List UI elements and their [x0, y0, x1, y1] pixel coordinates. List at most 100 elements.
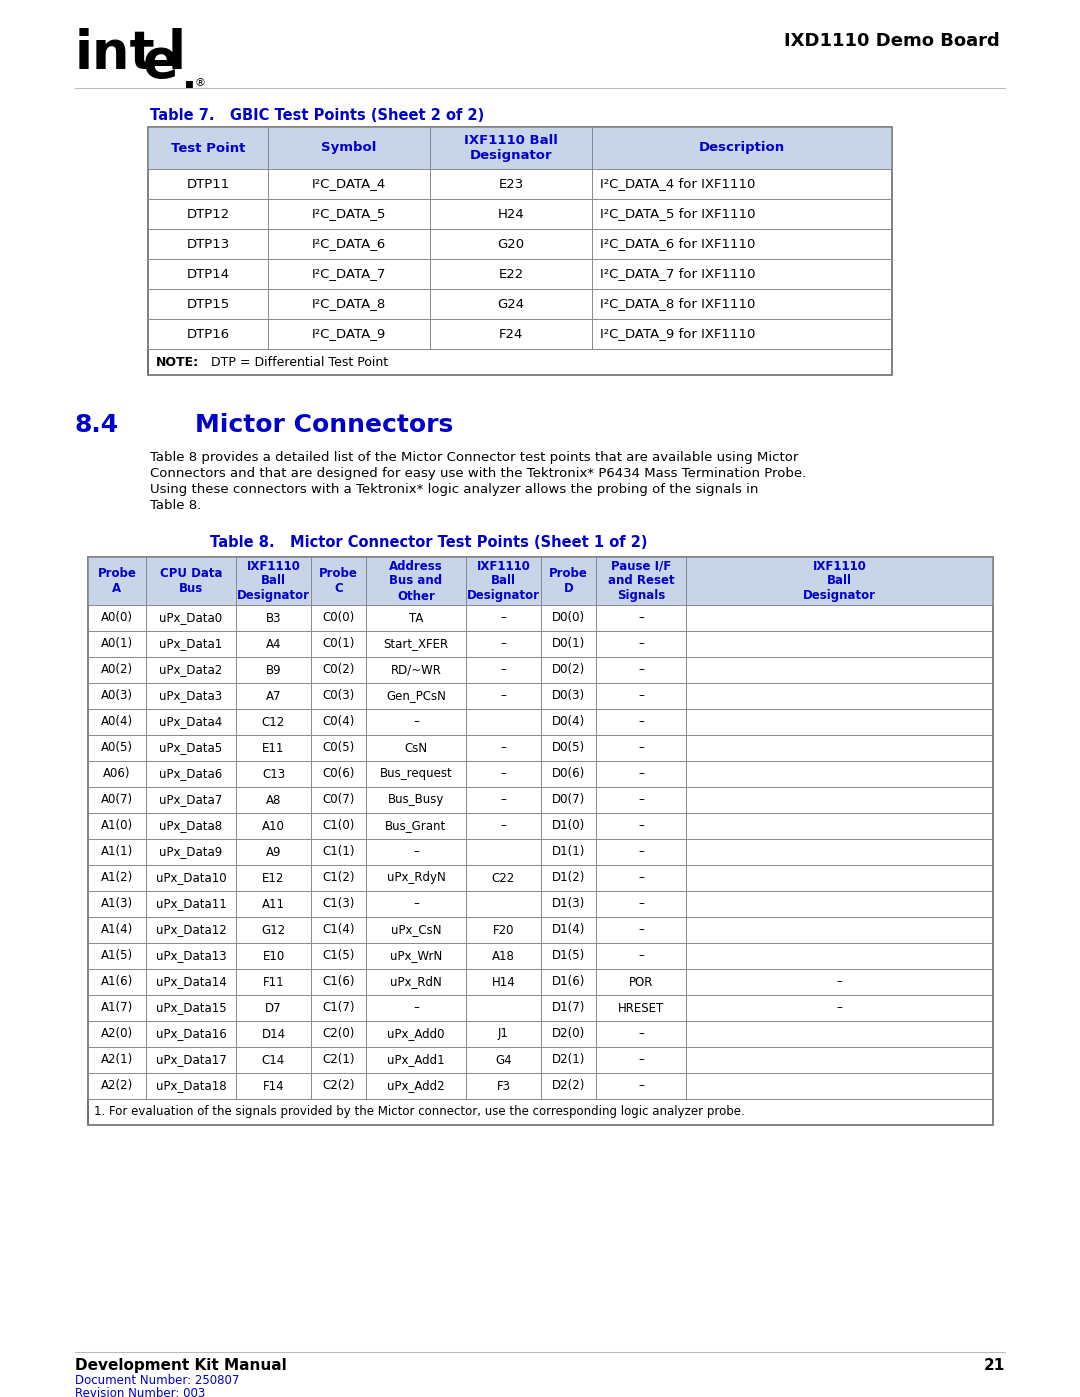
Text: C1(0): C1(0): [322, 820, 354, 833]
Text: I²C_DATA_9 for IXF1110: I²C_DATA_9 for IXF1110: [600, 327, 755, 341]
Text: –: –: [413, 897, 419, 911]
Text: D0(3): D0(3): [552, 690, 585, 703]
Text: uPx_WrN: uPx_WrN: [390, 950, 442, 963]
Text: D1(5): D1(5): [552, 950, 585, 963]
Text: A1(0): A1(0): [100, 820, 133, 833]
Bar: [148, 127, 892, 169]
Text: uPx_Data11: uPx_Data11: [156, 897, 227, 911]
Text: D0(0): D0(0): [552, 612, 585, 624]
Text: D2(1): D2(1): [552, 1053, 585, 1066]
Text: uPx_Data7: uPx_Data7: [160, 793, 222, 806]
Text: IXF1110 Ball
Designator: IXF1110 Ball Designator: [464, 134, 558, 162]
Text: uPx_Data10: uPx_Data10: [156, 872, 227, 884]
Text: IXD1110 Demo Board: IXD1110 Demo Board: [784, 32, 1000, 50]
Text: DTP11: DTP11: [187, 177, 230, 190]
Text: A9: A9: [266, 845, 281, 859]
Text: DTP12: DTP12: [187, 208, 230, 221]
Text: –: –: [638, 872, 644, 884]
Text: Connectors and that are designed for easy use with the Tektronix* P6434 Mass Ter: Connectors and that are designed for eas…: [150, 467, 807, 481]
Text: A06): A06): [104, 767, 131, 781]
Text: NOTE:: NOTE:: [156, 355, 199, 369]
Text: C2(0): C2(0): [322, 1028, 354, 1041]
Text: –: –: [500, 742, 507, 754]
Text: A1(3): A1(3): [100, 897, 133, 911]
Text: uPx_Data1: uPx_Data1: [160, 637, 222, 651]
Text: uPx_Add2: uPx_Add2: [388, 1080, 445, 1092]
Text: int: int: [75, 28, 156, 80]
Text: A1(6): A1(6): [100, 975, 133, 989]
Text: uPx_Add0: uPx_Add0: [388, 1028, 445, 1041]
Text: CPU Data
Bus: CPU Data Bus: [160, 567, 222, 595]
Text: uPx_Data15: uPx_Data15: [156, 1002, 227, 1014]
Text: Bus_Busy: Bus_Busy: [388, 793, 444, 806]
Text: –: –: [638, 742, 644, 754]
Text: I²C_DATA_4 for IXF1110: I²C_DATA_4 for IXF1110: [600, 177, 755, 190]
Text: C14: C14: [261, 1053, 285, 1066]
Text: Pause I/F
and Reset
Signals: Pause I/F and Reset Signals: [608, 560, 674, 602]
Text: uPx_Data16: uPx_Data16: [156, 1028, 227, 1041]
Bar: [148, 127, 892, 374]
Text: DTP14: DTP14: [187, 267, 230, 281]
Text: Gen_PCsN: Gen_PCsN: [386, 690, 446, 703]
Text: uPx_Data18: uPx_Data18: [156, 1080, 227, 1092]
Text: I²C_DATA_7: I²C_DATA_7: [312, 267, 387, 281]
Text: F11: F11: [262, 975, 284, 989]
Text: D1(1): D1(1): [552, 845, 585, 859]
Text: uPx_Data13: uPx_Data13: [156, 950, 227, 963]
Text: D1(3): D1(3): [552, 897, 585, 911]
Text: –: –: [638, 664, 644, 676]
Text: Test Point: Test Point: [171, 141, 245, 155]
Text: –: –: [837, 975, 842, 989]
Text: uPx_Add1: uPx_Add1: [388, 1053, 445, 1066]
Text: Address
Bus and
Other: Address Bus and Other: [389, 560, 443, 602]
Text: C0(3): C0(3): [322, 690, 354, 703]
Text: C0(0): C0(0): [322, 612, 354, 624]
Text: Using these connectors with a Tektronix* logic analyzer allows the probing of th: Using these connectors with a Tektronix*…: [150, 483, 758, 496]
Text: F14: F14: [262, 1080, 284, 1092]
Text: DTP16: DTP16: [187, 327, 230, 341]
Text: –: –: [500, 637, 507, 651]
Text: ®: ®: [195, 78, 206, 88]
Text: A0(4): A0(4): [100, 715, 133, 728]
Text: A1(1): A1(1): [100, 845, 133, 859]
Text: A0(7): A0(7): [100, 793, 133, 806]
Text: E22: E22: [498, 267, 524, 281]
Text: H14: H14: [491, 975, 515, 989]
Text: A0(2): A0(2): [100, 664, 133, 676]
Text: C2(2): C2(2): [322, 1080, 354, 1092]
Text: A0(5): A0(5): [102, 742, 133, 754]
Text: D1(4): D1(4): [552, 923, 585, 936]
Text: I²C_DATA_4: I²C_DATA_4: [312, 177, 387, 190]
Text: C1(6): C1(6): [322, 975, 354, 989]
Text: l: l: [168, 28, 186, 80]
Text: IXF1110
Ball
Designator: IXF1110 Ball Designator: [804, 560, 876, 602]
Text: Document Number: 250807: Document Number: 250807: [75, 1375, 240, 1387]
Text: Description: Description: [699, 141, 785, 155]
Text: D1(6): D1(6): [552, 975, 585, 989]
Text: uPx_Data17: uPx_Data17: [156, 1053, 227, 1066]
Text: uPx_RdN: uPx_RdN: [390, 975, 442, 989]
Text: IXF1110
Ball
Designator: IXF1110 Ball Designator: [237, 560, 310, 602]
Text: D0(4): D0(4): [552, 715, 585, 728]
Text: A7: A7: [266, 690, 281, 703]
Text: –: –: [638, 845, 644, 859]
Text: Mictor Connectors: Mictor Connectors: [195, 414, 454, 437]
Text: D1(2): D1(2): [552, 872, 585, 884]
Text: E12: E12: [262, 872, 285, 884]
Text: I²C_DATA_5 for IXF1110: I²C_DATA_5 for IXF1110: [600, 208, 756, 221]
Text: F24: F24: [499, 327, 523, 341]
Bar: [87, 557, 993, 1125]
Text: D2(0): D2(0): [552, 1028, 585, 1041]
Text: A18: A18: [492, 950, 515, 963]
Text: D1(0): D1(0): [552, 820, 585, 833]
Text: –: –: [638, 715, 644, 728]
Text: –: –: [638, 1053, 644, 1066]
Text: I²C_DATA_7 for IXF1110: I²C_DATA_7 for IXF1110: [600, 267, 756, 281]
Text: uPx_Data9: uPx_Data9: [160, 845, 222, 859]
Text: –: –: [500, 793, 507, 806]
Text: C0(4): C0(4): [322, 715, 354, 728]
Text: Revision Number: 003: Revision Number: 003: [75, 1387, 205, 1397]
Text: A1(7): A1(7): [100, 1002, 133, 1014]
Text: A2(0): A2(0): [100, 1028, 133, 1041]
Text: E10: E10: [262, 950, 285, 963]
